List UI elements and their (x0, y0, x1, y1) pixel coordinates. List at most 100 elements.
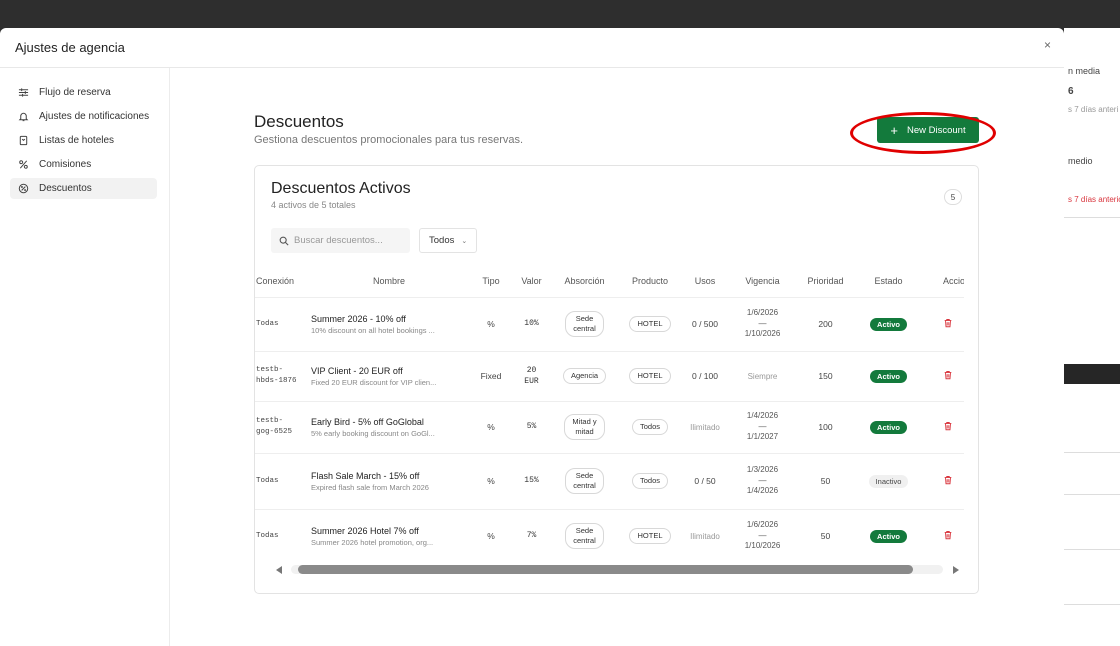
line: Sede (575, 313, 594, 323)
product-pill: HOTEL (629, 527, 671, 545)
cell-type: % (470, 509, 512, 558)
trash-icon[interactable] (943, 370, 953, 380)
table-row[interactable]: testb-hbds-1876 VIP Client - 20 EUR off … (255, 351, 964, 402)
column-header[interactable]: Nombre (308, 266, 470, 298)
cell-status: Activo (854, 401, 923, 454)
sidebar-item-commissions[interactable]: Comisiones (10, 154, 157, 175)
product-pill: Todos (631, 418, 668, 436)
filter-value: Todos (429, 235, 455, 246)
discount-name: Summer 2026 Hotel 7% off (311, 525, 419, 536)
cell-validity: 1/6/2026—1/10/2026 (728, 509, 797, 558)
discounts-table: Conexión Nombre Tipo Valor Absorción Pro… (255, 266, 964, 558)
uses-value: 0 / 100 (692, 371, 718, 381)
sidebar-item-hotel-lists[interactable]: Listas de hoteles (10, 130, 157, 151)
status-badge[interactable]: Inactivo (868, 474, 909, 488)
scroll-right-arrow[interactable] (953, 566, 959, 574)
column-header[interactable]: Prioridad (797, 266, 854, 298)
column-header[interactable]: Tipo (470, 266, 512, 298)
uses-value: 0 / 500 (692, 319, 718, 329)
cell-name: Flash Sale March - 15% off Expired flash… (308, 453, 470, 510)
card-subtitle: 4 activos de 5 totales (271, 200, 356, 210)
cell-status: Activo (854, 509, 923, 558)
cell-value: 5% (512, 401, 551, 454)
sidebar-item-discounts[interactable]: Descuentos (10, 178, 157, 199)
status-badge[interactable]: Activo (870, 420, 907, 434)
trash-icon[interactable] (943, 318, 953, 328)
scroll-left-arrow[interactable] (276, 566, 282, 574)
line: 15% (524, 476, 539, 486)
search-input[interactable] (294, 235, 404, 246)
new-discount-button[interactable]: + New Discount (877, 117, 979, 143)
cell-actions (923, 351, 964, 402)
column-header[interactable]: Producto (618, 266, 682, 298)
line: Mitad y (572, 416, 597, 426)
line: 7% (526, 531, 537, 541)
uses-value: Ilimitado (690, 532, 720, 541)
cell-uses: 0 / 50 (682, 453, 728, 510)
status-badge[interactable]: Activo (870, 369, 907, 383)
line: Agencia (570, 370, 599, 380)
column-header[interactable]: Conexión (255, 266, 308, 298)
line: 10% (524, 319, 539, 329)
background-divider (1064, 452, 1120, 453)
absorption-pill: Sede central (565, 522, 604, 550)
trash-icon[interactable] (943, 475, 953, 485)
column-header[interactable]: Absorción (551, 266, 618, 298)
status-filter-select[interactable]: Todos ⌄ (419, 228, 477, 253)
sidebar-item-label: Comisiones (39, 159, 92, 170)
trash-icon[interactable] (943, 421, 953, 431)
cell-connection: testb-gog-6525 (255, 401, 308, 454)
column-header[interactable]: Vigencia (728, 266, 797, 298)
absorption-pill: Sede central (565, 310, 604, 338)
column-header[interactable]: Estado (854, 266, 923, 298)
cell-actions (923, 453, 964, 510)
table-row[interactable]: testb-gog-6525 Early Bird - 5% off GoGlo… (255, 401, 964, 454)
product-pill: Todos (631, 472, 668, 490)
line: central (573, 481, 596, 490)
scroll-thumb[interactable] (298, 565, 913, 574)
card-title: Descuentos Activos (271, 180, 411, 197)
cell-priority: 150 (797, 351, 854, 402)
line: central (573, 536, 596, 545)
trash-icon[interactable] (943, 530, 953, 540)
validity-line: 1/10/2026 (744, 329, 781, 339)
connection-line: Todas (256, 476, 279, 485)
column-header[interactable]: Usos (682, 266, 728, 298)
background-divider (1064, 217, 1120, 218)
table-row[interactable]: Todas Flash Sale March - 15% off Expired… (255, 453, 964, 510)
discounts-table-container: Conexión Nombre Tipo Valor Absorción Pro… (255, 266, 964, 558)
validity-line: — (758, 475, 767, 485)
cell-priority: 50 (797, 509, 854, 558)
column-header[interactable]: Acciones (923, 266, 964, 298)
validity-line: 1/10/2026 (744, 541, 781, 551)
absorption-pill: Sede central (565, 467, 604, 495)
sidebar-item-label: Ajustes de notificaciones (39, 111, 150, 122)
close-icon[interactable]: × (1043, 38, 1051, 52)
background-divider (1064, 549, 1120, 550)
status-badge[interactable]: Activo (870, 317, 907, 331)
cell-value: 15% (512, 453, 551, 510)
plus-icon: + (890, 122, 898, 138)
sidebar-item-booking-flow[interactable]: Flujo de reserva (10, 82, 157, 103)
cell-priority: 100 (797, 401, 854, 454)
column-header[interactable]: Valor (512, 266, 551, 298)
background-divider (1064, 494, 1120, 495)
sidebar-item-notifications[interactable]: Ajustes de notificaciones (10, 106, 157, 127)
validity-line: 1/6/2026 (746, 519, 779, 529)
horizontal-scrollbar[interactable] (271, 563, 962, 577)
cell-connection: testb-hbds-1876 (255, 351, 308, 402)
background-dark-bar (1064, 364, 1120, 384)
background-text: n media (1068, 66, 1101, 76)
line: Sede (575, 470, 594, 480)
cell-absorption: Mitad y mitad (551, 401, 618, 454)
cell-type: % (470, 453, 512, 510)
discount-description: Summer 2026 hotel promotion, org... (311, 537, 434, 547)
table-row[interactable]: Todas Summer 2026 Hotel 7% off Summer 20… (255, 509, 964, 558)
cell-product: HOTEL (618, 297, 682, 352)
discount-name: Flash Sale March - 15% off (311, 470, 420, 481)
sliders-icon (18, 88, 29, 97)
status-badge[interactable]: Activo (870, 529, 907, 543)
bookmark-icon (19, 135, 28, 146)
table-row[interactable]: Todas Summer 2026 - 10% off 10% discount… (255, 297, 964, 352)
cell-validity: 1/6/2026—1/10/2026 (728, 297, 797, 352)
